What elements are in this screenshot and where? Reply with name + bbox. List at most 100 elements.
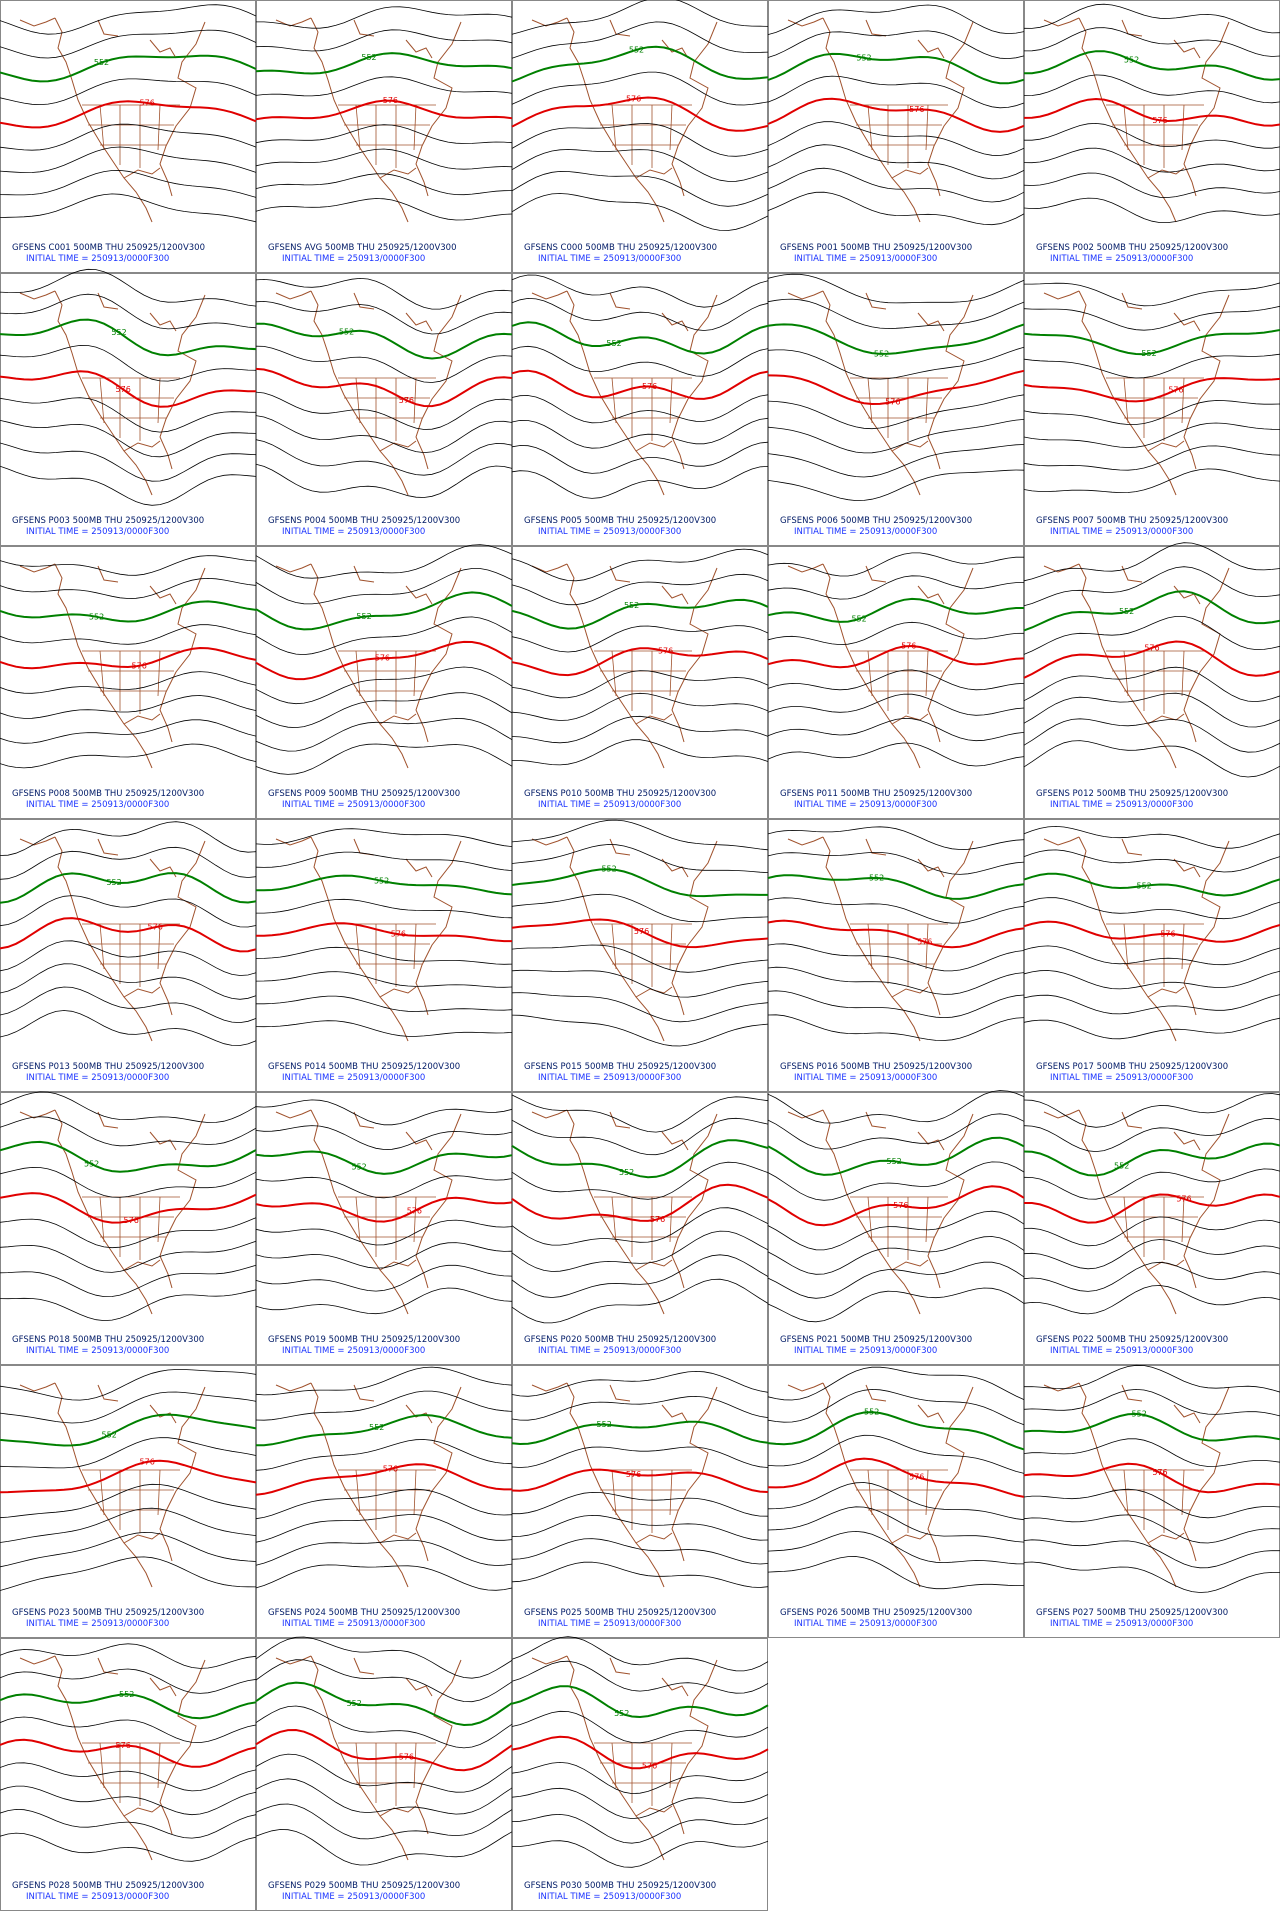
contour	[1023, 1017, 1280, 1040]
panel-title: GFSENS P006 500MB THU 250925/1200V300	[780, 516, 972, 526]
contour	[0, 1483, 257, 1519]
contour-552	[1023, 50, 1280, 81]
contour	[255, 1099, 513, 1126]
contour-label: 576	[1176, 1194, 1191, 1203]
initial-time: INITIAL TIME = 250913/0000F300	[538, 1892, 681, 1902]
map-panel: 552 576 GFSENS P014 500MB THU 250925/1200V…	[255, 819, 513, 1092]
contour-label: 576	[1152, 116, 1167, 125]
contour-label: 576	[658, 647, 673, 656]
contour	[767, 852, 1025, 875]
panel-title: GFSENS P030 500MB THU 250925/1200V300	[524, 1881, 716, 1891]
coastline	[1121, 292, 1143, 310]
contour-552	[0, 1693, 257, 1720]
contour	[511, 71, 769, 106]
contour-label: 552	[869, 874, 884, 883]
contour	[1023, 147, 1280, 173]
contour-576	[511, 1183, 769, 1222]
contour	[255, 828, 513, 847]
contour	[0, 1369, 257, 1401]
coastline	[609, 19, 631, 37]
contour	[1023, 1093, 1280, 1128]
initial-time: INITIAL TIME = 250913/0000F300	[538, 527, 681, 537]
contour	[511, 0, 769, 35]
contour-552	[0, 1413, 257, 1447]
contour	[0, 4, 257, 35]
contour-label: 552	[614, 1709, 629, 1718]
contour	[255, 415, 513, 454]
state-border	[867, 377, 873, 424]
coastline	[405, 1131, 433, 1151]
panel-border	[1024, 1365, 1280, 1638]
contour	[255, 946, 513, 965]
coastline	[149, 858, 177, 878]
coastline	[927, 1113, 974, 1289]
contour-label: 576	[124, 1216, 139, 1225]
coastline	[661, 1677, 689, 1697]
contour	[1023, 1117, 1280, 1153]
panel-title: GFSENS P012 500MB THU 250925/1200V300	[1036, 789, 1228, 799]
coastline	[822, 563, 921, 769]
map-panel: 552 576 GFSENS P021 500MB THU 250925/1200V…	[767, 1090, 1025, 1365]
contour	[255, 300, 513, 335]
state-border	[1181, 923, 1185, 970]
coastline	[1147, 986, 1185, 998]
panel-title: GFSENS P018 500MB THU 250925/1200V300	[12, 1335, 204, 1345]
initial-time: INITIAL TIME = 250913/0000F300	[1050, 1346, 1193, 1356]
contour	[1023, 1364, 1280, 1393]
state-border	[157, 1742, 161, 1789]
contour	[512, 1840, 769, 1868]
coastline	[566, 1382, 665, 1588]
contour	[255, 692, 513, 729]
coastline	[1078, 1382, 1177, 1588]
panel-border	[1024, 273, 1280, 546]
contour-label: 552	[1114, 1162, 1129, 1171]
contour	[511, 1395, 769, 1421]
state-border	[355, 650, 361, 697]
coastline	[891, 986, 929, 998]
panel-title: GFSENS P019 500MB THU 250925/1200V300	[268, 1335, 460, 1345]
contour-label: 576	[140, 1457, 155, 1466]
map-panel: 552 576 GFSENS P010 500MB THU 250925/1200V…	[511, 546, 769, 819]
initial-time: INITIAL TIME = 250913/0000F300	[538, 254, 681, 264]
map-panel: 552 576 GFSENS P002 500MB THU 250925/1200V…	[1023, 0, 1280, 273]
coastline	[661, 858, 689, 878]
coastline	[891, 167, 929, 179]
contour-576	[767, 97, 1025, 133]
contour	[767, 1161, 1025, 1201]
contour	[1023, 27, 1280, 57]
contour	[255, 1390, 513, 1421]
panel-border	[512, 1092, 768, 1365]
contour	[0, 963, 257, 1000]
coastline	[379, 1805, 417, 1817]
contour-label: 552	[347, 1699, 362, 1708]
panel-title: GFSENS P015 500MB THU 250925/1200V300	[524, 1062, 716, 1072]
contour	[0, 193, 257, 223]
initial-time: INITIAL TIME = 250913/0000F300	[538, 1346, 681, 1356]
state-border	[925, 923, 929, 970]
contour	[255, 1439, 513, 1471]
coastline	[415, 567, 462, 743]
coastline	[159, 567, 206, 743]
coastline	[1183, 294, 1230, 470]
contour	[767, 346, 1025, 380]
contour	[0, 1116, 257, 1147]
state-border	[867, 650, 873, 697]
coastline	[609, 292, 631, 310]
contour	[767, 75, 1025, 109]
coastline	[917, 1404, 945, 1424]
contour-label: 576	[383, 1464, 398, 1473]
coastline	[275, 563, 312, 573]
coastline	[891, 1532, 929, 1544]
coastline	[149, 39, 177, 59]
state-border	[1181, 1196, 1185, 1243]
coastline	[1173, 39, 1201, 59]
contour	[511, 149, 769, 182]
coastline	[97, 1111, 119, 1129]
coastline	[635, 167, 673, 179]
state-border	[1181, 650, 1185, 697]
contour-552	[255, 591, 513, 631]
contour	[255, 1564, 513, 1591]
contour	[0, 420, 257, 458]
state-border	[355, 1196, 361, 1243]
contour	[1023, 566, 1280, 607]
